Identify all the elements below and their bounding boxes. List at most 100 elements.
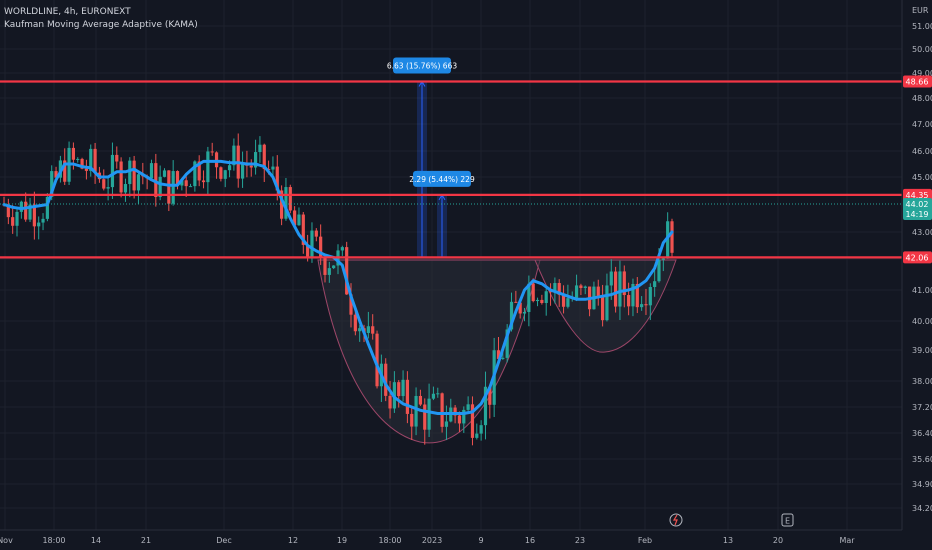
candle-body (353, 314, 357, 332)
candle-body (366, 326, 370, 333)
candle-body (583, 286, 587, 288)
candle-body (332, 265, 336, 269)
price-tick-label: 36.40 (912, 429, 932, 438)
candle-body (418, 395, 423, 405)
time-tick-label: Feb (638, 536, 652, 545)
candle-body (171, 171, 175, 204)
candle-body (540, 299, 544, 304)
candle-body (301, 214, 305, 245)
candle-body (24, 201, 28, 220)
measure-label: 2.29 (5.44%) 229 (409, 175, 475, 184)
candle-body (436, 393, 440, 395)
candle-body (345, 247, 349, 295)
candle-body (349, 294, 353, 315)
candle-body (19, 201, 23, 212)
candle-body (388, 395, 392, 409)
candle-body (644, 304, 648, 306)
candle-body (475, 433, 479, 438)
candle-body (89, 148, 93, 171)
candle-body (149, 163, 154, 179)
candle-body (327, 268, 331, 275)
time-tick-label: 9 (478, 536, 483, 545)
candle-body (162, 170, 167, 177)
candle-body (405, 379, 410, 414)
price-tick-label: 49.00 (912, 69, 932, 78)
candle-body (531, 283, 535, 302)
candles (2, 133, 674, 446)
time-ticks: Nov 18:00 14 21 Dec 12 19 18:00 2023 9 16 23 Feb 13 20… (0, 536, 855, 545)
measure-label: 6.63 (15.76%) 663 (387, 62, 457, 71)
candle-body (614, 271, 618, 307)
earnings-event-marker[interactable]: E (781, 513, 794, 527)
candle-body (297, 214, 301, 226)
candle-body (193, 161, 197, 187)
price-tick-label: 34.90 (912, 480, 932, 489)
candle-body (574, 285, 579, 298)
price-level-tag (903, 251, 932, 264)
candle-body (371, 326, 375, 334)
candle-body (414, 395, 418, 427)
time-tick-label: Dec (216, 536, 231, 545)
lightning-icon[interactable] (669, 513, 683, 527)
horizontal-levels[interactable] (0, 80, 902, 259)
candle-body (666, 221, 670, 259)
candle-body (54, 171, 58, 178)
candle-body (306, 244, 310, 258)
price-axis[interactable] (902, 0, 932, 530)
candle-body (340, 247, 344, 251)
candle-body (76, 158, 80, 160)
candle-body (466, 404, 470, 410)
time-axis[interactable] (0, 530, 932, 550)
time-tick-label: 23 (575, 536, 585, 545)
candle-body (483, 386, 488, 426)
candle-body (80, 158, 84, 169)
candle-body (119, 161, 123, 193)
candle-body (653, 281, 657, 287)
candle-body (444, 421, 449, 427)
bar-countdown-label: 14:19 (905, 210, 928, 219)
candle-body (188, 186, 193, 188)
price-tick-label: 45.00 (912, 173, 932, 182)
candle-body (648, 286, 652, 306)
candle-body (427, 398, 431, 430)
candle-body (635, 283, 639, 308)
time-tick-label: 2023 (422, 536, 442, 545)
time-tick-label: 20 (773, 536, 783, 545)
time-tick-label: 13 (723, 536, 733, 545)
time-tick-label: 12 (288, 536, 298, 545)
symbol-title: WORLDLINE, 4h, EURONEXT (4, 7, 131, 17)
candle-body (110, 154, 115, 188)
measure-tools[interactable]: 6.63 (15.76%) 663 2.29 (5.44%) 229 (387, 57, 475, 258)
candle-body (271, 166, 275, 170)
price-tick-label: 38.00 (912, 377, 932, 386)
earnings-label: E (785, 517, 790, 526)
candle-body (548, 291, 553, 293)
candle-body (6, 204, 10, 218)
candle-body (275, 166, 279, 191)
price-tick-label: 34.20 (912, 504, 932, 513)
dividend-event-marker[interactable] (669, 513, 683, 527)
price-level-tag-label: 44.35 (906, 191, 929, 200)
earnings-icon[interactable] (781, 513, 794, 527)
candle-body (219, 167, 223, 179)
candle-body (457, 415, 462, 424)
price-tick-label: 46.00 (912, 147, 932, 156)
candle-body (579, 285, 583, 288)
candle-body (41, 218, 45, 223)
candle-body (128, 160, 132, 185)
candle-body (561, 294, 566, 307)
candle-body (479, 425, 483, 434)
indicator-title: Kaufman Moving Average Adaptive (KAMA) (4, 20, 198, 30)
candle-body (206, 151, 210, 183)
candle-body (384, 363, 388, 396)
price-tick-label: 40.00 (912, 317, 932, 326)
candle-body (167, 170, 171, 204)
candle-body (123, 184, 128, 193)
candle-body (627, 295, 631, 307)
candle-body (557, 283, 561, 295)
candle-body (410, 413, 414, 427)
candle-body (397, 382, 401, 397)
candle-body (158, 176, 162, 198)
price-tick-label: 35.60 (912, 455, 932, 464)
